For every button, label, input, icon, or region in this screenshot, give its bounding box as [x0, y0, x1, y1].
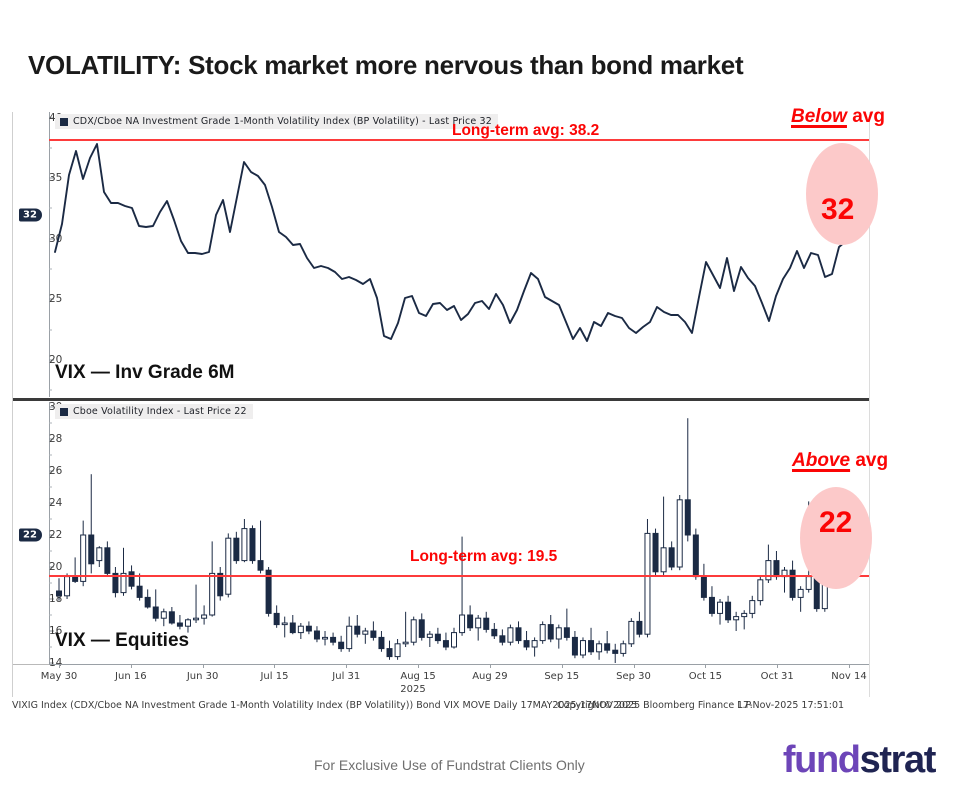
legend-swatch-icon — [60, 117, 68, 126]
top-last-price-badge: 32 — [19, 208, 42, 222]
top-callout-emphasis: Below — [791, 106, 847, 127]
x-axis-year-label: 2025 — [400, 684, 426, 695]
panel-inv-grade-vix: 40 35 30 25 20 32 CDX/Cboe NA Investment… — [13, 112, 869, 397]
x-axis-line — [49, 664, 869, 665]
bb-footer-copyright: Copyright© 2025 Bloomberg Finance L.P. — [557, 700, 753, 711]
top-longterm-avg-line — [49, 139, 869, 141]
x-axis-tick-label: Sep 15 — [544, 671, 580, 682]
bottom-chart-legend: Cboe Volatility Index - Last Price 22 — [55, 404, 253, 419]
x-axis-tick-mark — [489, 664, 491, 668]
x-axis-tick-label: Jul 31 — [332, 671, 361, 682]
top-callout-bubble — [806, 143, 878, 245]
x-axis-tick-label: Nov 14 — [831, 671, 867, 682]
brand-part-strat: strat — [859, 739, 937, 781]
top-callout-rest: avg — [852, 106, 885, 127]
top-line-series — [54, 143, 847, 342]
x-axis-tick-label: Sep 30 — [616, 671, 651, 682]
x-axis-tick-mark — [777, 664, 779, 668]
x-axis-tick-label: May 30 — [40, 671, 78, 682]
x-axis-tick-mark — [705, 664, 707, 668]
bottom-callout-heading: Above avg — [792, 450, 888, 472]
bb-footer-timestamp: 17-Nov-2025 17:51:01 — [737, 700, 845, 711]
x-axis-tick-label: Aug 15 — [400, 671, 436, 682]
page-title: VOLATILITY: Stock market more nervous th… — [28, 50, 744, 80]
client-use-notice: For Exclusive Use of Fundstrat Clients O… — [314, 757, 585, 773]
x-axis-tick-mark — [59, 664, 60, 668]
x-axis-tick-mark — [418, 664, 420, 668]
x-axis-tick-mark — [130, 664, 132, 668]
x-axis-tick-label: Oct 15 — [688, 671, 722, 682]
x-axis-tick-label: Oct 31 — [760, 671, 794, 682]
bottom-y-axis-line — [49, 402, 50, 664]
panel-divider — [13, 398, 869, 401]
top-chart-legend: CDX/Cboe NA Investment Grade 1-Month Vol… — [55, 114, 498, 129]
top-callout-heading: Below avg — [791, 106, 885, 128]
bottom-plot-area: Cboe Volatility Index - Last Price 22 — [49, 402, 869, 664]
bottom-legend-label: Cboe Volatility Index - Last Price 22 — [73, 406, 247, 417]
bottom-avg-label: Long-term avg: 19.5 — [410, 548, 558, 565]
bottom-callout-emphasis: Above — [792, 450, 851, 471]
top-callout-value: 32 — [821, 193, 855, 226]
x-axis-tick-label: Jun 16 — [115, 671, 147, 682]
x-axis-tick-mark — [274, 664, 276, 668]
brand-part-fund: fund — [782, 739, 861, 781]
bloomberg-chart-frame: fundstrat 40 35 30 25 20 32 — [12, 112, 870, 697]
top-legend-label: CDX/Cboe NA Investment Grade 1-Month Vol… — [73, 116, 492, 127]
bottom-longterm-avg-line — [49, 575, 869, 577]
x-axis-tick-mark — [346, 664, 348, 668]
top-avg-label: Long-term avg: 38.2 — [452, 122, 600, 139]
x-axis-tick-mark — [202, 664, 204, 668]
x-axis-tick-label: Aug 29 — [472, 671, 508, 682]
top-panel-caption: VIX — Inv Grade 6M — [55, 362, 235, 383]
fundstrat-logo: fundstrat — [782, 739, 937, 781]
bottom-panel-caption: VIX — Equities — [55, 630, 190, 651]
panel-equity-vix: 30 28 26 24 22 20 18 16 14 — [13, 401, 869, 669]
top-y-axis-line — [49, 112, 50, 397]
bottom-callout-bubble — [800, 487, 872, 589]
x-axis-tick-mark — [633, 664, 635, 668]
bottom-candlestick-series — [56, 418, 852, 663]
x-axis-tick-mark — [561, 664, 563, 668]
bottom-callout-value: 22 — [819, 506, 853, 539]
bb-footer-left: VIXIG Index (CDX/Cboe NA Investment Grad… — [12, 700, 638, 711]
bottom-last-price-badge: 22 — [19, 528, 42, 542]
top-plot-area: CDX/Cboe NA Investment Grade 1-Month Vol… — [49, 112, 869, 397]
bottom-callout-rest: avg — [855, 450, 889, 471]
x-axis-tick-label: Jul 15 — [260, 671, 289, 682]
x-axis-tick-label: Jun 30 — [186, 671, 219, 682]
legend-swatch-icon — [60, 407, 68, 416]
x-axis-tick-mark — [849, 664, 850, 668]
